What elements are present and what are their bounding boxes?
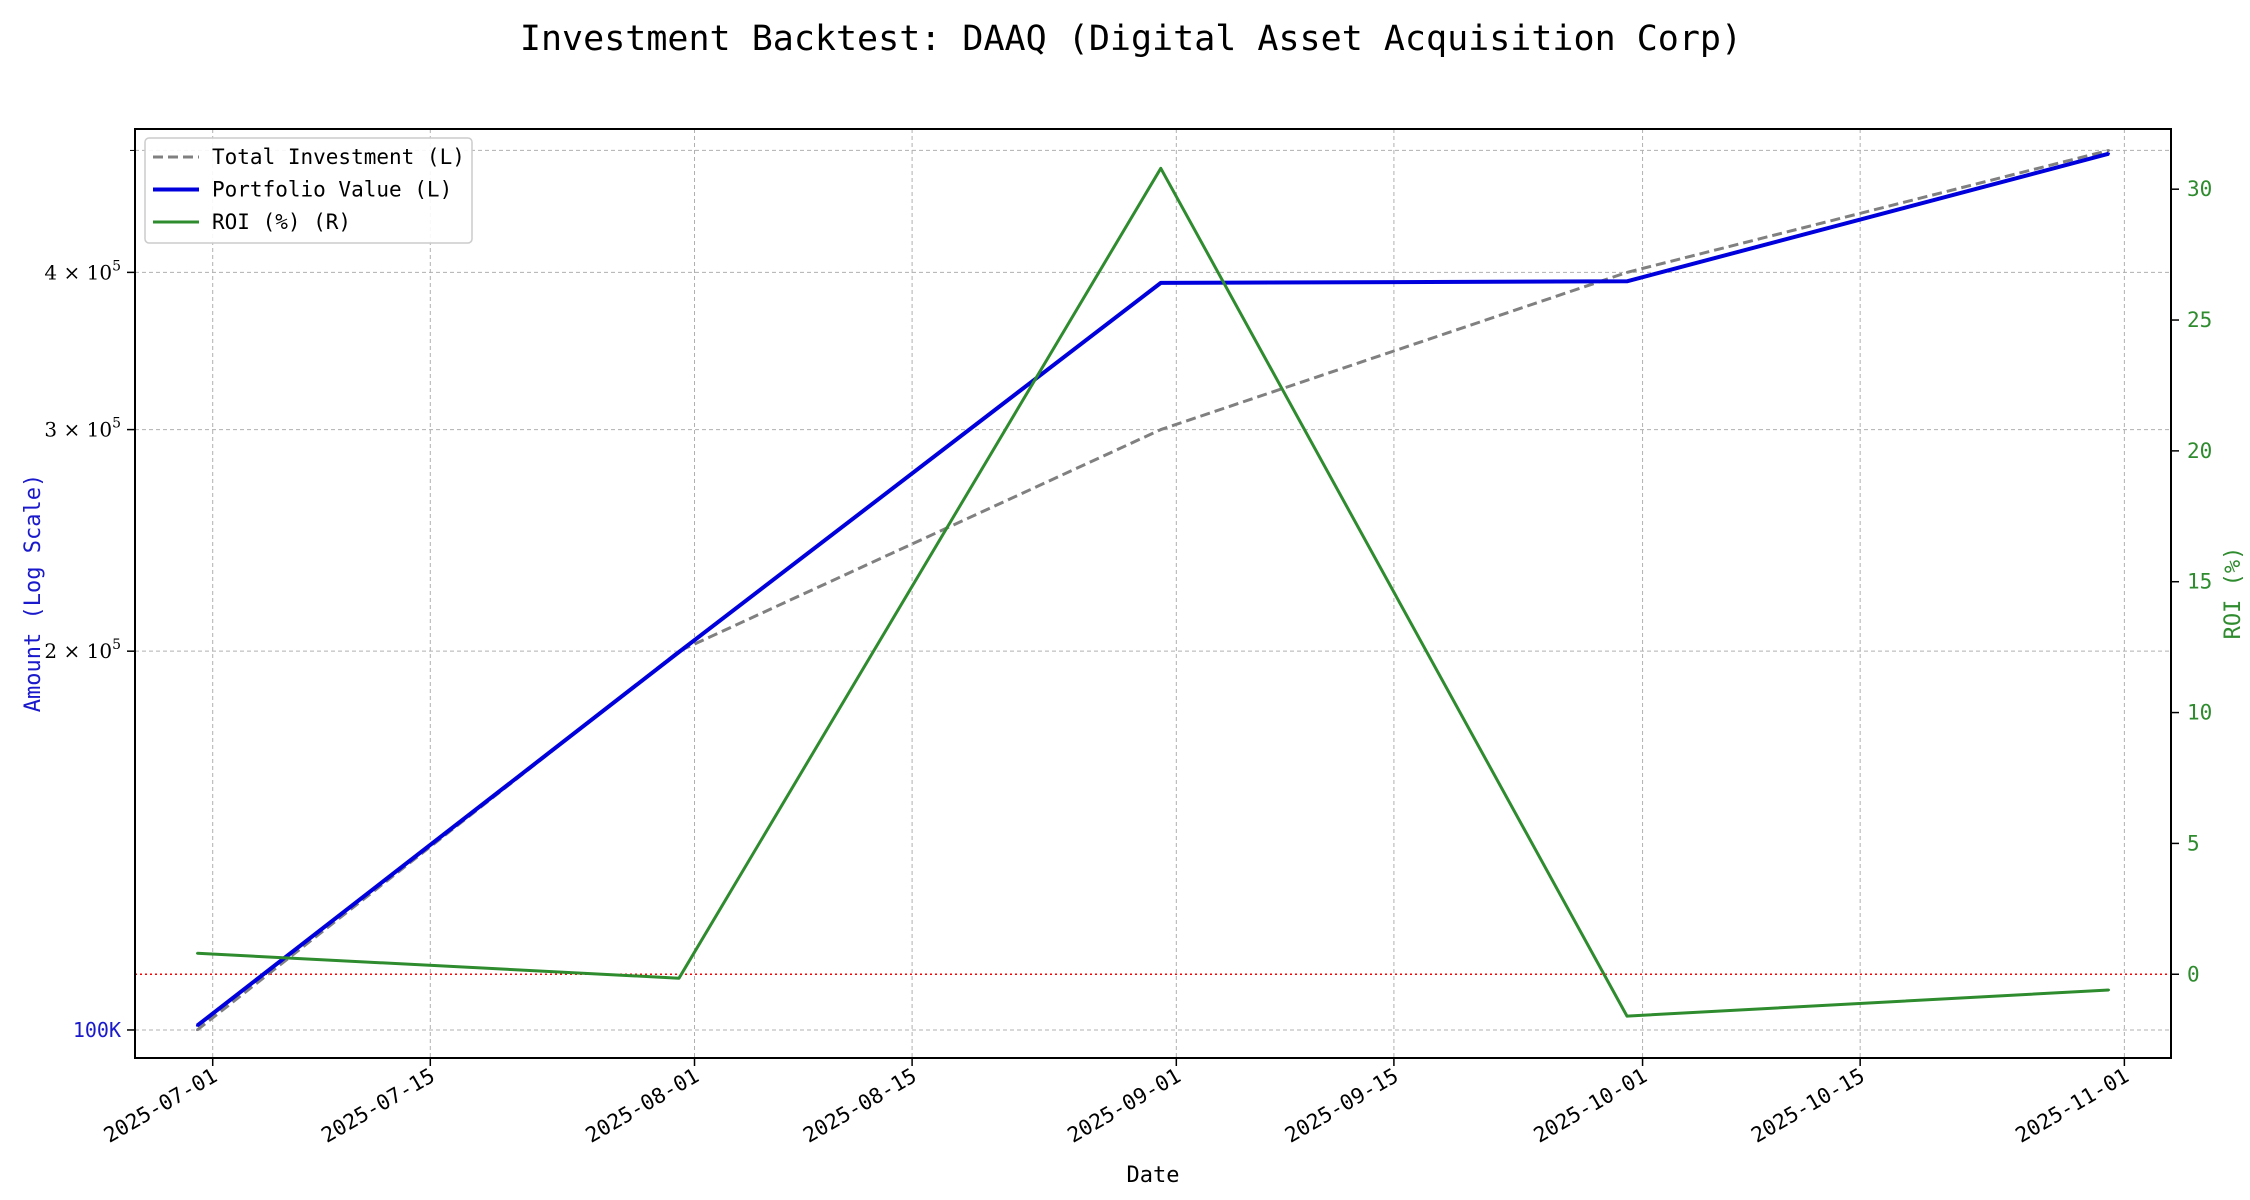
- y-axis-right: 0 5 10 15 20 25 30: [2171, 177, 2212, 986]
- y-left-tick-label: 4 × 105: [44, 258, 121, 284]
- series-3-point: [195, 952, 199, 955]
- plot-frame: [134, 128, 2172, 1059]
- y-right-tick-label: 15: [2187, 570, 2212, 594]
- series-1-point: [1159, 428, 1162, 431]
- series-2-point: [2107, 152, 2111, 155]
- x-axis-label: Date: [1127, 1163, 1180, 1188]
- y-right-tick-label: 20: [2187, 439, 2212, 463]
- y-right-tick-label: 0: [2187, 962, 2200, 986]
- legend: Total Investment (L) Portfolio Value (L) R…: [144, 137, 473, 244]
- grid: [135, 129, 2171, 1058]
- series-1-point: [2107, 149, 2111, 152]
- legend-label-1: Total Investment (L): [212, 145, 465, 169]
- y-left-tick-label: 2 × 105: [44, 637, 121, 663]
- series-2-point: [195, 1024, 199, 1027]
- series-layer: [195, 148, 2111, 1032]
- legend-box: [144, 137, 473, 244]
- series-1-point: [195, 1028, 199, 1032]
- y-axis-left-label: Amount (Log Scale): [21, 474, 46, 712]
- y-right-tick-label: 25: [2187, 308, 2212, 332]
- y-right-tick-label: 30: [2187, 177, 2212, 201]
- y-left-tick-label: 3 × 105: [44, 416, 121, 442]
- series-3-point: [2107, 988, 2111, 992]
- y-left-tick-label: 100K: [73, 1018, 121, 1042]
- y-right-tick-label: 10: [2187, 701, 2212, 725]
- series-1-point: [1625, 271, 1629, 274]
- y-right-tick-label: 5: [2187, 831, 2200, 855]
- series-3-point: [1625, 1014, 1629, 1018]
- y-axis-right-label: ROI (%): [2221, 547, 2246, 640]
- series-2-point: [677, 650, 681, 654]
- chart-title: Investment Backtest: DAAQ (Digital Asset…: [520, 19, 1742, 59]
- series-3-point: [1159, 167, 1162, 170]
- y-axis-left: 100K 2 × 105 3 × 105 4 × 105: [44, 149, 135, 1042]
- legend-label-2: Portfolio Value (L): [212, 178, 452, 202]
- series-2-point: [1625, 280, 1629, 283]
- series-3-point: [677, 976, 681, 980]
- legend-label-3: ROI (%) (R): [212, 210, 351, 234]
- series-2-point: [1159, 281, 1162, 285]
